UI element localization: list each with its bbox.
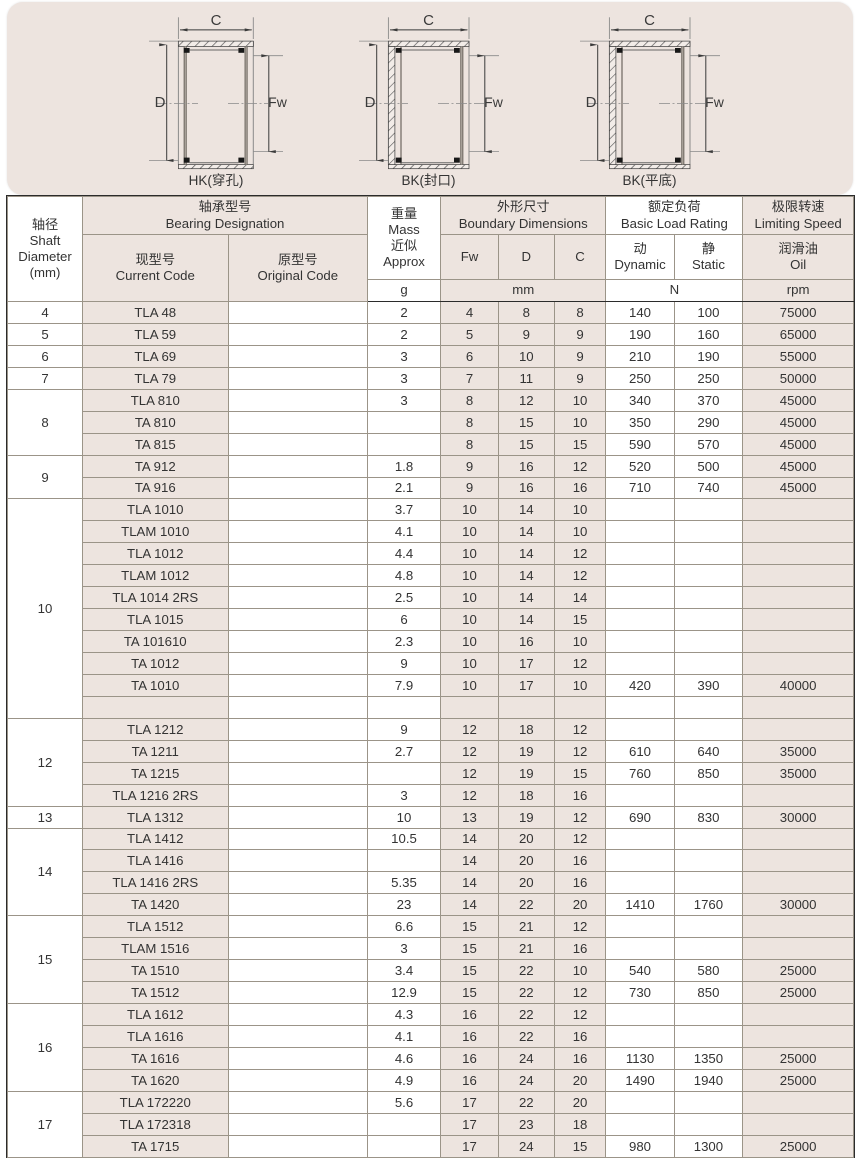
svg-text:BK(平底): BK(平底) — [623, 173, 677, 188]
svg-text:D: D — [586, 94, 597, 111]
svg-text:D: D — [365, 94, 376, 111]
svg-text:C: C — [423, 12, 434, 29]
svg-text:D: D — [155, 94, 166, 111]
svg-text:Fw: Fw — [705, 94, 725, 110]
svg-text:C: C — [211, 12, 222, 29]
svg-text:HK(穿孔): HK(穿孔) — [189, 173, 244, 188]
svg-text:Fw: Fw — [484, 94, 504, 110]
svg-text:Fw: Fw — [268, 94, 288, 110]
svg-text:C: C — [644, 12, 655, 29]
svg-text:BK(封口): BK(封口) — [402, 173, 456, 188]
